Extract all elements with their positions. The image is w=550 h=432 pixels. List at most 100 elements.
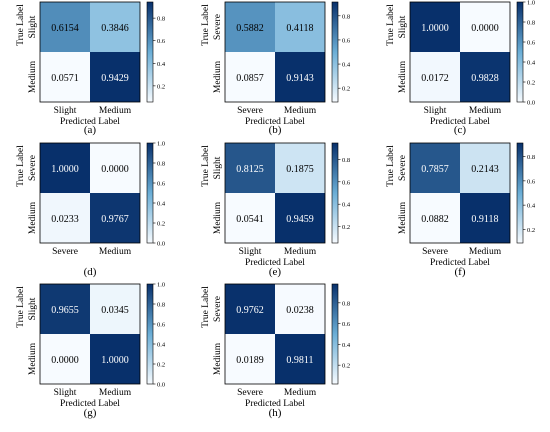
matrix-cell — [225, 334, 275, 384]
colorbar-tick-label: 0.4 — [342, 62, 351, 69]
colorbar-tick-label: 0.4 — [342, 202, 351, 209]
matrix-cell — [275, 2, 325, 52]
cell-value-label: 0.4118 — [286, 23, 313, 34]
cell-value-label: 0.9655 — [51, 305, 79, 316]
matrix-cell — [90, 2, 140, 52]
panel-b: 0.5882 0.4118 0.0857 0.9143 Severe Medium True… — [201, 1, 351, 136]
cell-value-label: 1.0000 — [51, 164, 79, 175]
y-tick-label: Medium — [213, 342, 223, 375]
plot-frame — [224, 1, 326, 103]
cell-value-label: 0.9459 — [286, 214, 314, 225]
y-axis-title: True Label — [386, 4, 396, 46]
matrix-cell — [275, 143, 325, 193]
colorbar-tick-label: 0.2 — [157, 83, 165, 90]
matrix-cell — [40, 193, 90, 243]
y-axis-title: True Label — [16, 145, 26, 187]
colorbar-tick-label: 0.6 — [157, 322, 166, 329]
x-axis-title: Predicted Label — [245, 117, 305, 127]
plot-frame — [39, 1, 141, 103]
x-tick-label: Slight — [54, 388, 77, 398]
colorbar-tick-label: 0.8 — [342, 157, 350, 164]
panel-h: 0.9762 0.0238 0.0189 0.9811 Severe Medium True… — [201, 283, 351, 419]
colorbar-tick-label: 0.8 — [342, 13, 350, 20]
x-tick-label: Severe — [52, 247, 78, 257]
matrix-cell — [90, 143, 140, 193]
colorbar — [331, 142, 339, 244]
x-tick-label: Severe — [237, 388, 263, 398]
colorbar-tick-label: 0.6 — [342, 321, 351, 328]
cell-value-label: 0.1875 — [286, 164, 314, 175]
cell-value-label: 0.9767 — [101, 214, 129, 225]
matrix-cell — [90, 334, 140, 384]
cell-value-label: 0.9143 — [286, 73, 314, 84]
matrix-cell — [225, 284, 275, 334]
matrix-cell — [225, 2, 275, 52]
colorbar-tick-label: 0.4 — [527, 203, 536, 210]
colorbar-tick-label: 0.2 — [342, 224, 350, 231]
x-tick-label: Severe — [237, 106, 263, 116]
cell-value-label: 0.0882 — [421, 214, 449, 225]
x-axis-title: Predicted Label — [245, 399, 305, 409]
cell-value-label: 0.9429 — [101, 73, 129, 84]
cell-value-label: 0.0541 — [236, 214, 264, 225]
y-tick-label: Medium — [213, 201, 223, 234]
cell-value-label: 0.6154 — [51, 23, 79, 34]
colorbar — [331, 283, 339, 385]
y-tick-label: Medium — [28, 201, 38, 234]
matrix-cell — [90, 193, 140, 243]
x-tick-label: Medium — [99, 388, 132, 398]
cell-value-label: 0.0238 — [286, 305, 314, 316]
y-axis-title: True Label — [386, 145, 396, 187]
colorbar-tick-label: 1.0 — [527, 0, 535, 7]
plot-frame — [224, 283, 326, 385]
cell-value-label: 0.9118 — [471, 214, 498, 225]
matrix-cell — [40, 334, 90, 384]
panel-g: 0.9655 0.0345 0.0000 1.0000 Slight Medium True… — [16, 282, 166, 420]
cell-value-label: 0.2143 — [471, 164, 499, 175]
y-tick-label: Slight — [398, 15, 408, 38]
x-tick-label: Medium — [284, 388, 317, 398]
colorbar-tick-label: 1.0 — [157, 282, 165, 289]
plot-frame — [409, 142, 511, 244]
y-tick-label: Medium — [213, 60, 223, 93]
colorbar-tick-label: 0.6 — [527, 178, 536, 185]
y-axis-title: True Label — [201, 145, 211, 187]
y-tick-label: Severe — [398, 155, 408, 181]
matrix-cell — [40, 2, 90, 52]
cell-value-label: 0.0172 — [421, 73, 449, 84]
colorbar-tick-label: 0.4 — [157, 61, 166, 68]
panel-caption: (h) — [269, 407, 282, 419]
y-tick-label: Medium — [28, 342, 38, 375]
panel-f: 0.7857 0.2143 0.0882 0.9118 Severe Medium True… — [386, 142, 536, 278]
matrix-cell — [90, 52, 140, 102]
y-axis-title: True Label — [201, 286, 211, 328]
colorbar-tick-label: 0.2 — [157, 221, 165, 228]
colorbar-tick-label: 0.6 — [342, 179, 351, 186]
y-tick-label: Medium — [398, 60, 408, 93]
cell-value-label: 0.9762 — [236, 305, 264, 316]
panel-caption: (b) — [269, 124, 282, 136]
y-tick-label: Slight — [28, 297, 38, 320]
colorbar — [331, 1, 339, 103]
colorbar — [146, 283, 154, 385]
colorbar — [146, 1, 154, 103]
x-axis-title: Predicted Label — [430, 117, 490, 127]
colorbar-tick-label: 0.8 — [527, 154, 535, 161]
panel-caption: (a) — [84, 124, 97, 136]
x-tick-label: Slight — [424, 106, 447, 116]
cell-value-label: 0.5882 — [236, 23, 264, 34]
cell-value-label: 1.0000 — [101, 355, 129, 366]
colorbar-tick-label: 0.6 — [342, 37, 351, 44]
matrix-cell — [40, 52, 90, 102]
matrix-cell — [90, 284, 140, 334]
colorbar-tick-label: 0.2 — [527, 80, 535, 87]
cell-value-label: 0.0000 — [101, 164, 129, 175]
colorbar — [516, 142, 524, 244]
colorbar-tick-label: 0.2 — [157, 362, 165, 369]
colorbar-tick-label: 0.4 — [527, 60, 536, 67]
colorbar-tick-label: 0.4 — [157, 201, 166, 208]
panel-caption: (c) — [454, 124, 467, 136]
colorbar-tick-label: 0.0 — [157, 241, 165, 248]
